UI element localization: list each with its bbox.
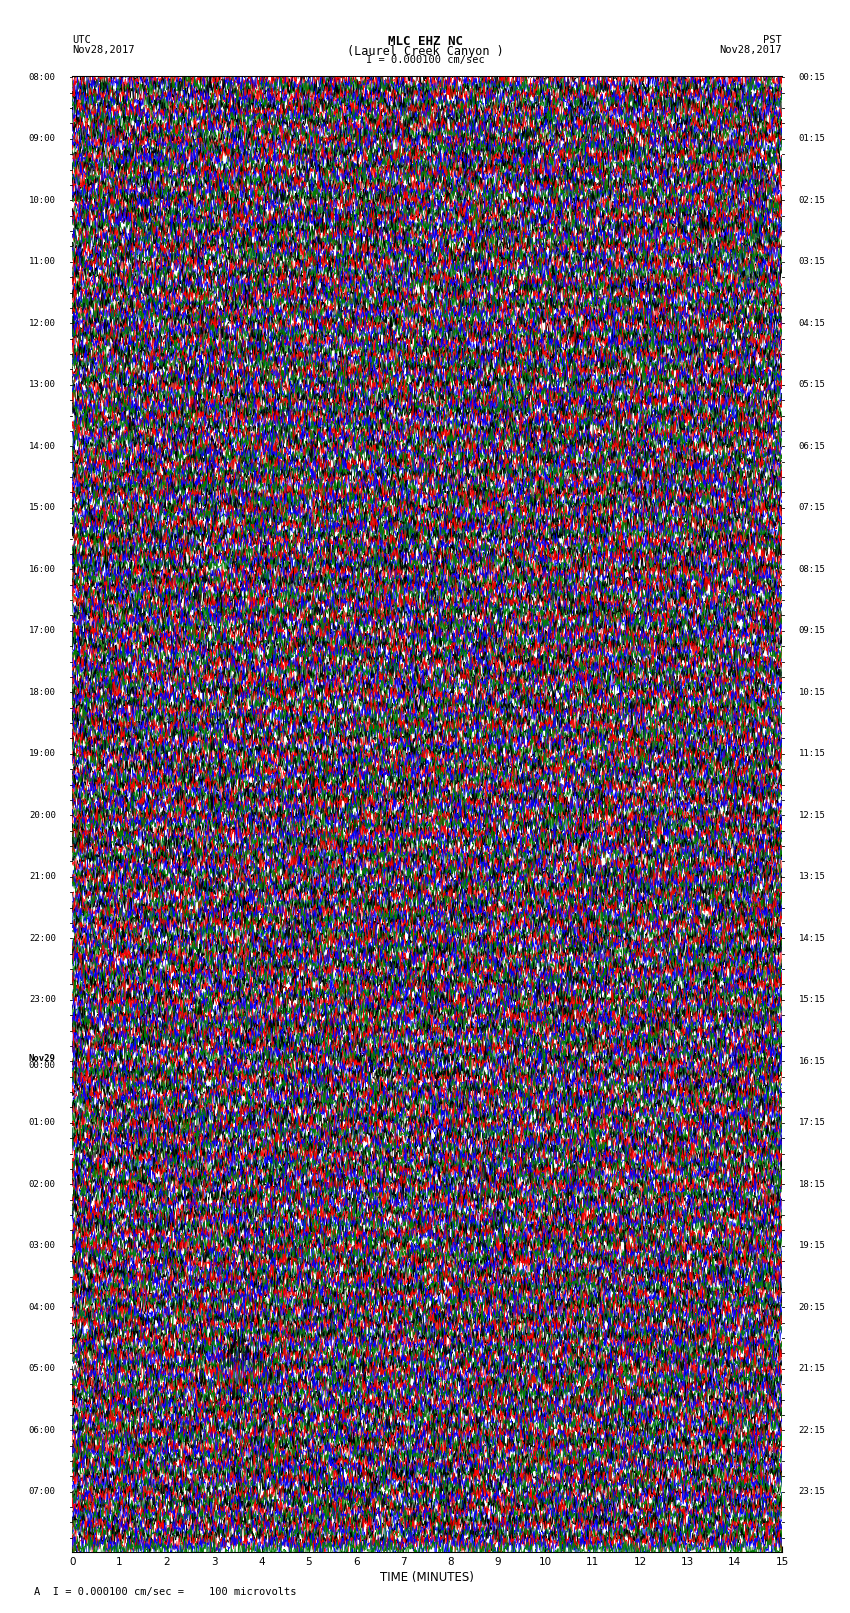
Text: 13:15: 13:15	[798, 873, 825, 881]
Text: 09:15: 09:15	[798, 626, 825, 636]
Text: 11:15: 11:15	[798, 750, 825, 758]
Text: 19:00: 19:00	[29, 750, 56, 758]
Text: (Laurel Creek Canyon ): (Laurel Creek Canyon )	[347, 45, 503, 58]
Text: 09:00: 09:00	[29, 134, 56, 144]
Text: 21:15: 21:15	[798, 1365, 825, 1373]
Text: 19:15: 19:15	[798, 1242, 825, 1250]
Text: 21:00: 21:00	[29, 873, 56, 881]
Text: 22:15: 22:15	[798, 1426, 825, 1434]
Text: 05:00: 05:00	[29, 1365, 56, 1373]
Text: 11:00: 11:00	[29, 258, 56, 266]
Text: 00:00: 00:00	[29, 1061, 56, 1071]
Text: 17:15: 17:15	[798, 1118, 825, 1127]
Text: 12:15: 12:15	[798, 811, 825, 819]
Text: UTC: UTC	[72, 35, 91, 45]
Text: 10:15: 10:15	[798, 687, 825, 697]
Text: Nov28,2017: Nov28,2017	[72, 45, 135, 55]
Text: 01:15: 01:15	[798, 134, 825, 144]
Text: 12:00: 12:00	[29, 319, 56, 327]
Text: Nov29: Nov29	[29, 1055, 56, 1063]
Text: 07:15: 07:15	[798, 503, 825, 513]
Text: 20:00: 20:00	[29, 811, 56, 819]
Text: 02:15: 02:15	[798, 195, 825, 205]
Text: 02:00: 02:00	[29, 1179, 56, 1189]
Text: 23:00: 23:00	[29, 995, 56, 1005]
Text: 06:00: 06:00	[29, 1426, 56, 1434]
Text: 18:15: 18:15	[798, 1179, 825, 1189]
Text: Nov28,2017: Nov28,2017	[719, 45, 782, 55]
Text: 00:15: 00:15	[798, 73, 825, 82]
Text: 08:15: 08:15	[798, 565, 825, 574]
Text: 15:00: 15:00	[29, 503, 56, 513]
Text: 01:00: 01:00	[29, 1118, 56, 1127]
Text: 03:15: 03:15	[798, 258, 825, 266]
X-axis label: TIME (MINUTES): TIME (MINUTES)	[380, 1571, 474, 1584]
Text: 20:15: 20:15	[798, 1303, 825, 1311]
Text: 22:00: 22:00	[29, 934, 56, 942]
Text: 07:00: 07:00	[29, 1487, 56, 1497]
Text: 04:00: 04:00	[29, 1303, 56, 1311]
Text: 08:00: 08:00	[29, 73, 56, 82]
Text: 05:15: 05:15	[798, 381, 825, 389]
Text: 13:00: 13:00	[29, 381, 56, 389]
Text: 04:15: 04:15	[798, 319, 825, 327]
Text: 10:00: 10:00	[29, 195, 56, 205]
Text: A  I = 0.000100 cm/sec =    100 microvolts: A I = 0.000100 cm/sec = 100 microvolts	[34, 1587, 297, 1597]
Text: 15:15: 15:15	[798, 995, 825, 1005]
Text: 16:15: 16:15	[798, 1057, 825, 1066]
Text: 18:00: 18:00	[29, 687, 56, 697]
Text: PST: PST	[763, 35, 782, 45]
Text: 14:00: 14:00	[29, 442, 56, 450]
Text: MLC EHZ NC: MLC EHZ NC	[388, 35, 462, 48]
Text: 17:00: 17:00	[29, 626, 56, 636]
Text: 23:15: 23:15	[798, 1487, 825, 1497]
Text: I = 0.000100 cm/sec: I = 0.000100 cm/sec	[366, 55, 484, 65]
Text: 16:00: 16:00	[29, 565, 56, 574]
Text: 03:00: 03:00	[29, 1242, 56, 1250]
Text: 06:15: 06:15	[798, 442, 825, 450]
Text: 14:15: 14:15	[798, 934, 825, 942]
